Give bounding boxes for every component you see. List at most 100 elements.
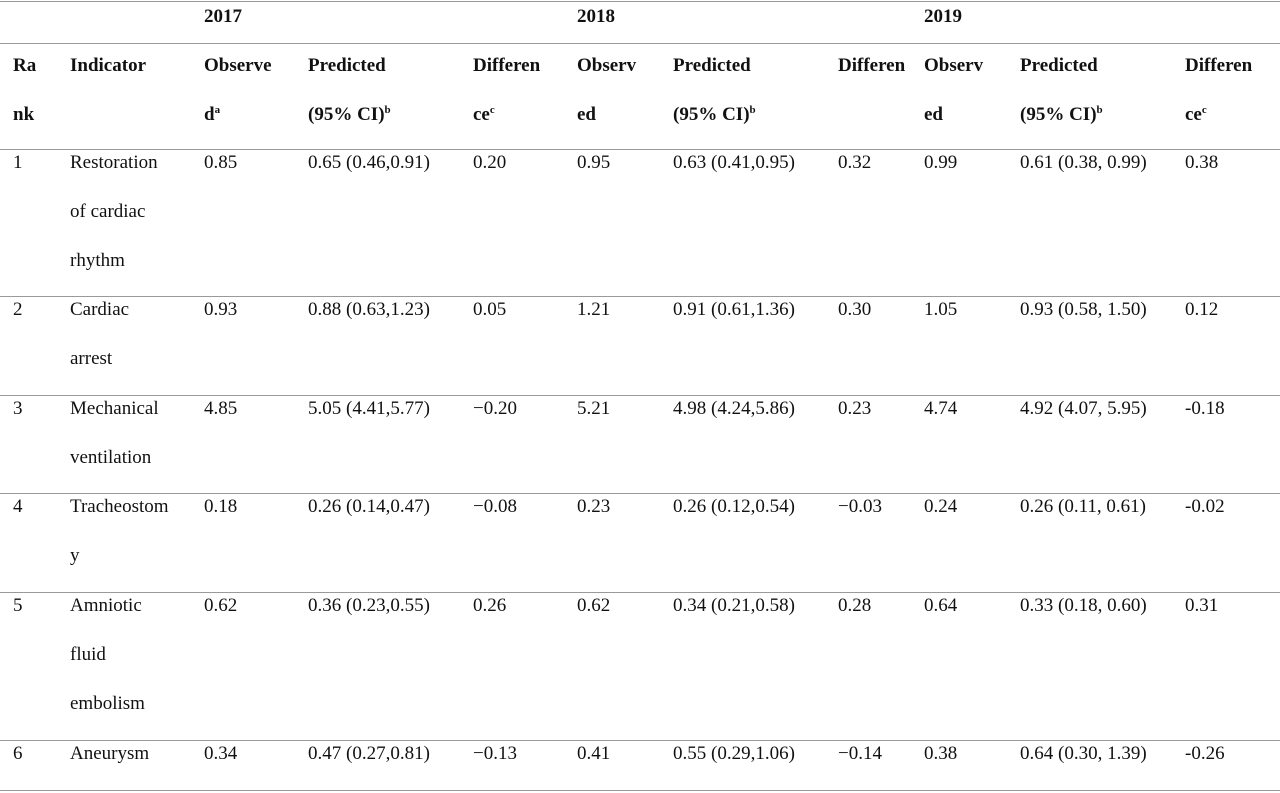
difference-2018-cell: −0.14 xyxy=(838,743,882,764)
predicted-2019-cell: 4.92 (4.07, 5.95) xyxy=(1020,398,1147,419)
indicator-line: embolism xyxy=(70,693,145,714)
indicator-cell: Amniotic fluid embolism xyxy=(70,581,145,728)
indicator-line: ventilation xyxy=(70,447,152,468)
row-divider xyxy=(0,493,1280,494)
indicator-cell: Restoration of cardiac rhythm xyxy=(70,138,158,285)
indicator-cell: Tracheostom y xyxy=(70,482,169,580)
row-divider xyxy=(0,395,1280,396)
difference-2017-header: Differen cec xyxy=(473,55,541,125)
predicted-2018-cell: 0.63 (0.41,0.95) xyxy=(673,152,795,173)
row-divider xyxy=(0,790,1280,791)
observed-2018-cell: 0.62 xyxy=(577,595,611,616)
observed-2019-cell: 0.99 xyxy=(924,152,958,173)
indicator-line: Restoration xyxy=(70,152,158,173)
year-2018-header: 2018 xyxy=(577,6,615,27)
row-divider xyxy=(0,740,1280,741)
indicator-cell: Aneurysm xyxy=(70,729,149,778)
difference-2019-cell: -0.02 xyxy=(1185,496,1225,517)
rank-cell: 4 xyxy=(13,496,23,517)
observed-2018-cell: 0.95 xyxy=(577,152,611,173)
indicator-line: Cardiac xyxy=(70,299,130,320)
indicator-line: arrest xyxy=(70,348,113,369)
predicted-2018-cell: 0.26 (0.12,0.54) xyxy=(673,496,795,517)
rank-cell: 3 xyxy=(13,398,23,419)
observed-2019-cell: 4.74 xyxy=(924,398,958,419)
predicted-2019-cell: 0.93 (0.58, 1.50) xyxy=(1020,299,1147,320)
indicator-line: rhythm xyxy=(70,250,125,271)
indicator-line: y xyxy=(70,545,80,566)
observed-2018-cell: 1.21 xyxy=(577,299,611,320)
difference-2017-cell: 0.05 xyxy=(473,299,507,320)
indicator-line: Aneurysm xyxy=(70,743,150,764)
observed-2018-cell: 0.41 xyxy=(577,743,611,764)
column-header-rule xyxy=(0,149,1280,150)
difference-2018-cell: 0.23 xyxy=(838,398,872,419)
difference-2017-cell: 0.26 xyxy=(473,595,507,616)
observed-2017-header: Observe da xyxy=(204,55,272,125)
predicted-2019-cell: 0.61 (0.38, 0.99) xyxy=(1020,152,1147,173)
observed-2019-cell: 0.64 xyxy=(924,595,958,616)
difference-2019-header: Differen cec xyxy=(1185,55,1253,125)
difference-2017-cell: −0.08 xyxy=(473,496,517,517)
observed-2017-cell: 4.85 xyxy=(204,398,238,419)
observed-2019-header: Observ ed xyxy=(924,55,984,125)
observed-2018-cell: 0.23 xyxy=(577,496,611,517)
predicted-2018-cell: 0.91 (0.61,1.36) xyxy=(673,299,795,320)
predicted-2017-cell: 0.36 (0.23,0.55) xyxy=(308,595,430,616)
observed-2017-cell: 0.62 xyxy=(204,595,238,616)
rank-cell: 6 xyxy=(13,743,23,764)
difference-2019-cell: 0.12 xyxy=(1185,299,1219,320)
observed-2019-cell: 1.05 xyxy=(924,299,958,320)
predicted-2019-cell: 0.64 (0.30, 1.39) xyxy=(1020,743,1147,764)
indicator-line: fluid xyxy=(70,644,106,665)
rank-cell: 2 xyxy=(13,299,23,320)
difference-2019-cell: 0.31 xyxy=(1185,595,1219,616)
difference-2017-cell: −0.13 xyxy=(473,743,517,764)
row-divider xyxy=(0,592,1280,593)
observed-2019-cell: 0.38 xyxy=(924,743,958,764)
difference-2018-cell: 0.28 xyxy=(838,595,872,616)
indicator-line: Mechanical xyxy=(70,398,159,419)
predicted-2018-cell: 0.34 (0.21,0.58) xyxy=(673,595,795,616)
difference-2018-cell: 0.32 xyxy=(838,152,872,173)
observed-2019-cell: 0.24 xyxy=(924,496,958,517)
observed-2017-cell: 0.85 xyxy=(204,152,238,173)
predicted-2019-cell: 0.26 (0.11, 0.61) xyxy=(1020,496,1146,517)
year-2017-header: 2017 xyxy=(204,6,242,27)
difference-2018-cell: −0.03 xyxy=(838,496,882,517)
rank-cell: 5 xyxy=(13,595,23,616)
table-top-rule xyxy=(0,1,1280,2)
predicted-2017-cell: 5.05 (4.41,5.77) xyxy=(308,398,430,419)
predicted-2018-cell: 4.98 (4.24,5.86) xyxy=(673,398,795,419)
indicator-line: Amniotic xyxy=(70,595,142,616)
observed-2017-cell: 0.34 xyxy=(204,743,238,764)
difference-2018-header: Differen xyxy=(838,55,906,76)
predicted-2017-cell: 0.26 (0.14,0.47) xyxy=(308,496,430,517)
predicted-2017-cell: 0.65 (0.46,0.91) xyxy=(308,152,430,173)
row-divider xyxy=(0,296,1280,297)
predicted-2017-cell: 0.88 (0.63,1.23) xyxy=(308,299,430,320)
observed-2017-cell: 0.93 xyxy=(204,299,238,320)
observed-2018-header: Observ ed xyxy=(577,55,637,125)
predicted-2018-header: Predicted (95% CI)b xyxy=(673,55,756,125)
difference-2017-cell: 0.20 xyxy=(473,152,507,173)
difference-2019-cell: -0.26 xyxy=(1185,743,1225,764)
rank-header: Ra nk xyxy=(13,55,37,125)
difference-2019-cell: 0.38 xyxy=(1185,152,1219,173)
indicator-cell: Cardiac arrest xyxy=(70,285,129,383)
year-header-rule xyxy=(0,43,1280,44)
predicted-2017-header: Predicted (95% CI)b xyxy=(308,55,391,125)
difference-2018-cell: 0.30 xyxy=(838,299,872,320)
rank-cell: 1 xyxy=(13,152,23,173)
indicator-cell: Mechanical ventilation xyxy=(70,384,159,482)
observed-2017-cell: 0.18 xyxy=(204,496,238,517)
indicator-line: Tracheostom xyxy=(70,496,169,517)
year-2019-header: 2019 xyxy=(924,6,962,27)
predicted-2019-header: Predicted (95% CI)b xyxy=(1020,55,1103,125)
predicted-2019-cell: 0.33 (0.18, 0.60) xyxy=(1020,595,1147,616)
difference-2019-cell: -0.18 xyxy=(1185,398,1225,419)
observed-2018-cell: 5.21 xyxy=(577,398,611,419)
predicted-2018-cell: 0.55 (0.29,1.06) xyxy=(673,743,795,764)
indicator-line: of cardiac xyxy=(70,201,146,222)
predicted-2017-cell: 0.47 (0.27,0.81) xyxy=(308,743,430,764)
